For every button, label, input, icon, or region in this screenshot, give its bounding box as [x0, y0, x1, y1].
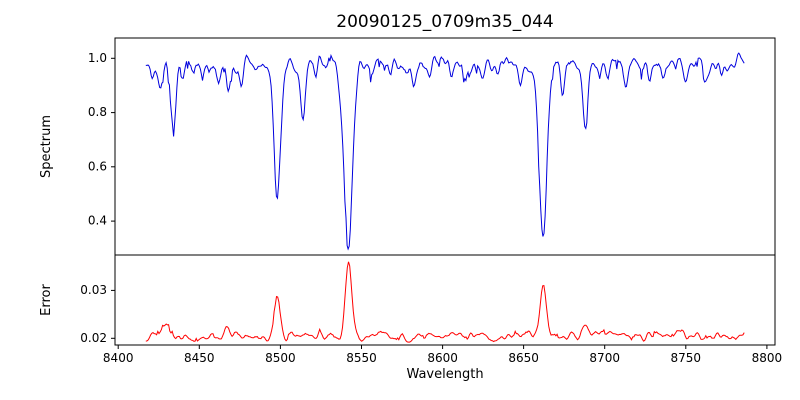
y-tick-label: 1.0	[88, 51, 107, 65]
x-tick-label: 8700	[589, 351, 620, 365]
y-tick-label: 0.02	[80, 331, 107, 345]
x-tick-label: 8400	[103, 351, 134, 365]
x-tick-label: 8500	[265, 351, 296, 365]
x-tick-label: 8800	[752, 351, 783, 365]
error-axes-frame	[114, 254, 776, 346]
y-axis-label-error: Error	[39, 284, 54, 316]
x-tick-label: 8650	[508, 351, 539, 365]
chart-title: 20090125_0709m35_044	[336, 12, 553, 32]
x-axis-label: Wavelength	[406, 367, 483, 382]
error-line	[145, 261, 745, 343]
x-tick-label: 8600	[427, 351, 458, 365]
y-tick-label: 0.03	[80, 283, 107, 297]
y-tick-label: 0.4	[88, 214, 107, 228]
y-tick-label: 0.6	[88, 159, 107, 173]
x-tick-label: 8750	[671, 351, 702, 365]
y-axis-label-spectrum: Spectrum	[39, 115, 54, 178]
x-tick-label: 8550	[346, 351, 377, 365]
spectrum-axes-frame	[114, 37, 776, 256]
y-tick-label: 0.8	[88, 105, 107, 119]
x-tick-label: 8450	[184, 351, 215, 365]
spectrum-line	[145, 52, 745, 251]
